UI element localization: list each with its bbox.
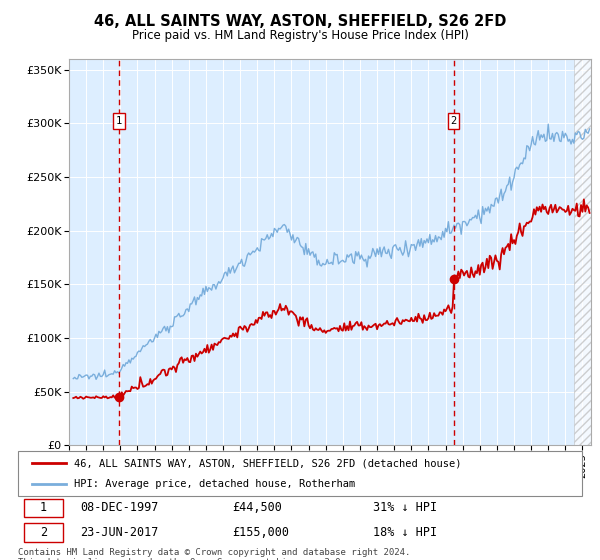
Text: 1: 1: [40, 502, 47, 515]
Text: £44,500: £44,500: [232, 502, 282, 515]
Text: 46, ALL SAINTS WAY, ASTON, SHEFFIELD, S26 2FD (detached house): 46, ALL SAINTS WAY, ASTON, SHEFFIELD, S2…: [74, 458, 462, 468]
Text: 2: 2: [451, 116, 457, 126]
Text: 18% ↓ HPI: 18% ↓ HPI: [373, 526, 437, 539]
Text: 08-DEC-1997: 08-DEC-1997: [80, 502, 158, 515]
FancyBboxPatch shape: [18, 451, 582, 496]
Text: 23-JUN-2017: 23-JUN-2017: [80, 526, 158, 539]
Text: Contains HM Land Registry data © Crown copyright and database right 2024.
This d: Contains HM Land Registry data © Crown c…: [18, 548, 410, 560]
Text: £155,000: £155,000: [232, 526, 289, 539]
Text: 2: 2: [40, 526, 47, 539]
Text: Price paid vs. HM Land Registry's House Price Index (HPI): Price paid vs. HM Land Registry's House …: [131, 29, 469, 42]
Text: 31% ↓ HPI: 31% ↓ HPI: [373, 502, 437, 515]
FancyBboxPatch shape: [23, 523, 63, 542]
Text: HPI: Average price, detached house, Rotherham: HPI: Average price, detached house, Roth…: [74, 479, 356, 489]
Text: 46, ALL SAINTS WAY, ASTON, SHEFFIELD, S26 2FD: 46, ALL SAINTS WAY, ASTON, SHEFFIELD, S2…: [94, 14, 506, 29]
FancyBboxPatch shape: [23, 499, 63, 517]
Text: 1: 1: [116, 116, 122, 126]
